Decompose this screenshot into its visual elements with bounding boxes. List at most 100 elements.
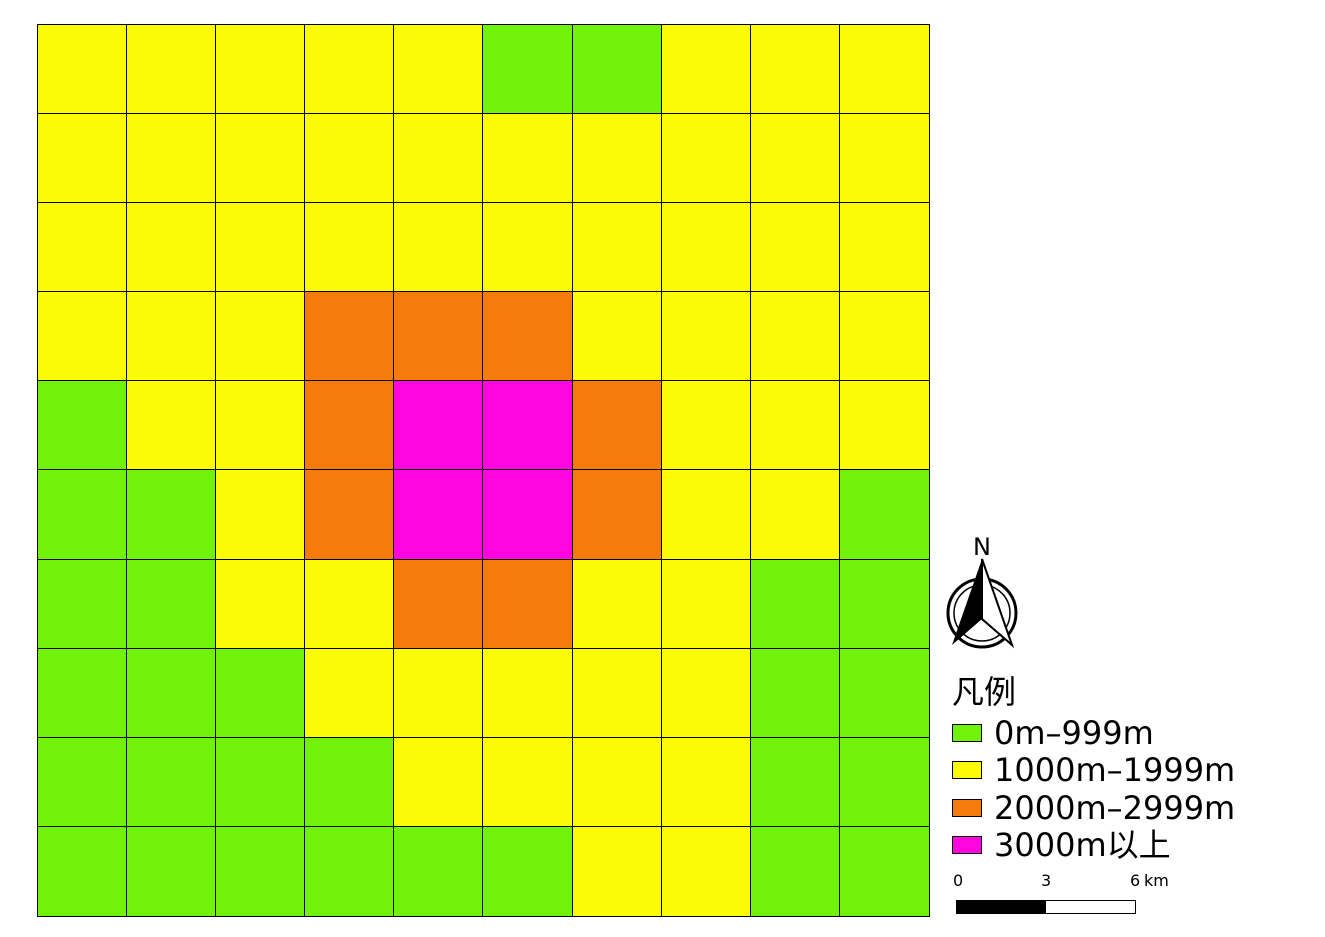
grid-cell (483, 203, 573, 293)
legend-item-2000-2999: 2000m–2999m (952, 789, 1282, 827)
grid-cell (839, 381, 929, 471)
grid-cell (839, 826, 929, 916)
grid-cell (394, 203, 484, 293)
grid-cell (38, 114, 128, 204)
grid-cell (483, 826, 573, 916)
grid-cell (750, 648, 840, 738)
grid-cell (216, 826, 306, 916)
grid-cell (750, 25, 840, 115)
grid-cell (216, 25, 306, 115)
scale-bar-graphic (956, 900, 1136, 914)
grid-cell (661, 826, 751, 916)
grid-cell (127, 648, 217, 738)
north-arrow-icon: N (946, 533, 1018, 649)
grid-cell (216, 381, 306, 471)
grid-cell (839, 470, 929, 560)
grid-cell (394, 292, 484, 382)
grid-cell (38, 25, 128, 115)
north-label: N (973, 533, 991, 561)
grid-cell (394, 737, 484, 827)
legend-item-label: 2000m–2999m (994, 788, 1236, 827)
grid-cell (483, 737, 573, 827)
grid-cell (750, 203, 840, 293)
grid-cell (394, 559, 484, 649)
grid-cell (305, 470, 395, 560)
legend-swatch-orange (952, 798, 982, 817)
legend-item-label: 3000m以上 (994, 826, 1171, 865)
grid-cell (305, 25, 395, 115)
grid-cell (750, 292, 840, 382)
grid-cell (572, 292, 662, 382)
legend-item-0-999: 0m–999m (952, 714, 1282, 752)
grid-cell (216, 737, 306, 827)
grid-cell (305, 737, 395, 827)
grid-cell (572, 25, 662, 115)
grid-cell (750, 381, 840, 471)
grid-cell (750, 114, 840, 204)
grid-cell (394, 826, 484, 916)
grid-cell (305, 826, 395, 916)
grid-cell (38, 470, 128, 560)
grid-cell (216, 203, 306, 293)
grid-cell (750, 737, 840, 827)
grid-cell (38, 203, 128, 293)
grid-cell (216, 648, 306, 738)
grid-cell (38, 648, 128, 738)
grid-cell (572, 737, 662, 827)
scale-tick-6: 6 (1130, 871, 1141, 890)
legend-swatch-magenta (952, 836, 982, 855)
grid-cell (127, 203, 217, 293)
legend: 凡例 0m–999m 1000m–1999m 2000m–2999m 3000m… (952, 672, 1282, 864)
grid-cell (483, 114, 573, 204)
legend-title: 凡例 (952, 673, 1017, 711)
grid-cell (127, 292, 217, 382)
arrow-left-half (952, 559, 982, 645)
grid-cell (750, 470, 840, 560)
grid-cell (483, 559, 573, 649)
grid-cell (127, 25, 217, 115)
grid-cell (127, 470, 217, 560)
grid-cell (305, 381, 395, 471)
grid-cell (839, 737, 929, 827)
grid-cell (661, 737, 751, 827)
grid-cell (216, 292, 306, 382)
grid-cell (127, 559, 217, 649)
grid-cell (839, 648, 929, 738)
grid-cell (483, 648, 573, 738)
scale-tick-3: 3 (1041, 871, 1052, 890)
elevation-grid-map (37, 24, 930, 917)
grid-cell (572, 470, 662, 560)
grid-cell (305, 292, 395, 382)
legend-item-label: 1000m–1999m (994, 751, 1236, 790)
grid-cell (661, 292, 751, 382)
legend-item-3000-plus: 3000m以上 (952, 827, 1282, 865)
grid-cell (839, 559, 929, 649)
grid-cell (305, 559, 395, 649)
grid-cell (216, 559, 306, 649)
grid-cell (661, 114, 751, 204)
grid-cell (394, 381, 484, 471)
grid-cell (483, 292, 573, 382)
grid-cell (38, 292, 128, 382)
grid-cell (305, 203, 395, 293)
grid-cell (483, 25, 573, 115)
grid-cell (661, 381, 751, 471)
grid-cell (483, 470, 573, 560)
grid-cell (661, 559, 751, 649)
scale-unit: km (1144, 871, 1169, 890)
grid-cell (394, 470, 484, 560)
grid-cell (750, 826, 840, 916)
grid-cell (661, 648, 751, 738)
grid-cell (394, 25, 484, 115)
grid-cell (305, 648, 395, 738)
grid-cell (661, 25, 751, 115)
legend-item-1000-1999: 1000m–1999m (952, 752, 1282, 790)
grid-cell (839, 25, 929, 115)
grid-cell (127, 114, 217, 204)
scale-tick-0: 0 (953, 871, 964, 890)
grid-cell (839, 203, 929, 293)
grid-cell (572, 826, 662, 916)
grid-cell (305, 114, 395, 204)
legend-item-label: 0m–999m (994, 713, 1154, 752)
legend-swatch-yellow (952, 761, 982, 780)
